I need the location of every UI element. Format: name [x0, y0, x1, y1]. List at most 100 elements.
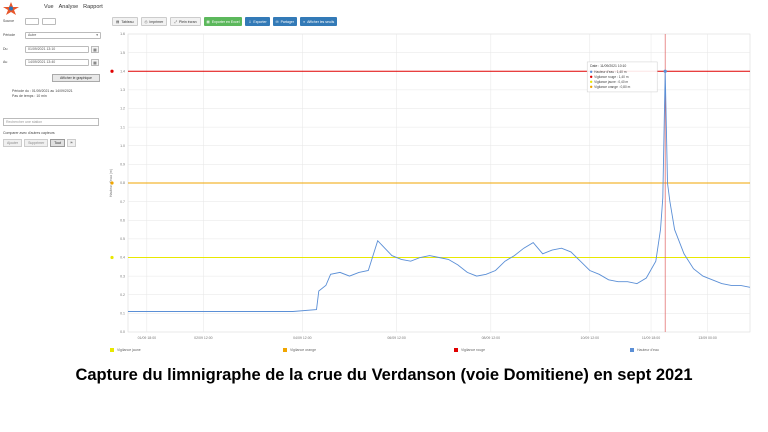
- remove-button[interactable]: Supprimer: [24, 139, 49, 147]
- toolbar: ▤ Tableau ⎙ Imprimer ⤢ Plein écran ▦ Exporter e…: [112, 17, 338, 26]
- y-tick-label: 0.3: [120, 274, 125, 278]
- y-tick-label: 1.1: [120, 125, 125, 129]
- y-tick-label: 1.5: [120, 51, 125, 55]
- toolbar-button-6[interactable]: ≡ Afficher les seuils: [300, 17, 338, 26]
- period-row: Période Autre ▾: [3, 31, 101, 39]
- nav-item-vue[interactable]: Vue: [44, 4, 54, 10]
- legend-label: Hauteur d'eau: [637, 348, 659, 352]
- legend-item[interactable]: Hauteur d'eau: [630, 348, 659, 352]
- legend-label: Vigilance orange: [290, 348, 317, 352]
- source-secondary-select[interactable]: [42, 17, 56, 25]
- y-tick-label: 0.1: [120, 312, 125, 316]
- tooltip-title: Date : 11/09/2021 10:10: [590, 64, 626, 68]
- bookmark-icon[interactable]: ⚑: [66, 139, 77, 147]
- toolbar-button-label: Partager: [280, 19, 295, 24]
- tooltip-line: Hauteur d'eau : 1,40 m: [594, 70, 627, 74]
- tooltip-line: Vigilance orange : 0,80 m: [594, 85, 630, 89]
- series-point[interactable]: [663, 69, 667, 73]
- toolbar-button-2[interactable]: ⤢ Plein écran: [170, 17, 201, 26]
- period-select[interactable]: Autre ▾: [25, 31, 101, 39]
- toolbar-button-4[interactable]: ⇩ Exporter: [245, 17, 270, 26]
- to-label: Au: [3, 60, 8, 64]
- period-info-line2: Pas de temps : 10 min: [12, 94, 47, 98]
- toolbar-button-label: Imprimer: [149, 19, 164, 24]
- toolbar-button-0[interactable]: ▤ Tableau: [112, 17, 138, 26]
- y-tick-label: 0.6: [120, 218, 125, 222]
- toolbar-button-3[interactable]: ▦ Exporter en Excel: [203, 17, 243, 26]
- x-tick-label: 02/09 12:00: [194, 336, 213, 340]
- excel-icon: ▦: [206, 19, 210, 24]
- x-tick-label: 13/09 00:00: [698, 336, 717, 340]
- threshold-marker: [110, 255, 114, 260]
- chart-legend: Vigilance jaune Vigilance orange Vigilance…: [110, 348, 760, 356]
- legend-item[interactable]: Vigilance orange: [283, 348, 316, 352]
- y-tick-label: 1.0: [120, 144, 125, 148]
- share-icon: ✉: [275, 19, 279, 24]
- x-tick-label: 04/09 12:00: [293, 336, 312, 340]
- x-tick-label: 08/09 12:00: [482, 336, 501, 340]
- to-row: Au 14/09/2021 13:40 ▦: [3, 58, 99, 66]
- tooltip-swatch: [589, 85, 593, 89]
- side-panel: Vue Analyse Rapport Source Période Autre…: [0, 0, 104, 160]
- nav-item-rapport[interactable]: Rapport: [83, 4, 103, 10]
- calendar-icon[interactable]: ▦: [91, 58, 99, 66]
- fullscreen-icon: ⤢: [174, 19, 178, 24]
- toolbar-button-label: Plein écran: [179, 19, 197, 24]
- y-tick-label: 0.0: [120, 330, 125, 334]
- threshold-icon: ≡: [303, 19, 306, 24]
- y-tick-label: 0.5: [120, 237, 125, 241]
- all-button[interactable]: Tout: [50, 139, 65, 147]
- y-tick-label: 0.4: [120, 256, 125, 260]
- source-row: Source: [3, 17, 56, 25]
- from-date-input[interactable]: 01/09/2021 13:10: [25, 45, 89, 53]
- toolbar-button-label: Afficher les seuils: [307, 19, 335, 24]
- legend-label: Vigilance rouge: [461, 348, 486, 352]
- side-buttons: Ajouter Supprimer Tout ⚑: [3, 139, 77, 147]
- legend-item[interactable]: Vigilance jaune: [110, 348, 141, 352]
- toolbar-button-label: Exporter en Excel: [211, 19, 240, 24]
- nav-item-analyse[interactable]: Analyse: [58, 4, 79, 10]
- y-tick-label: 1.6: [120, 32, 125, 36]
- tooltip-swatch: [589, 80, 593, 84]
- x-tick-label: 10/09 12:00: [581, 336, 600, 340]
- tooltip-line: Vigilance jaune : 0,40 m: [594, 80, 628, 84]
- from-row: Du 01/09/2021 13:10 ▦: [3, 45, 99, 53]
- y-tick-label: 1.2: [120, 107, 125, 111]
- y-tick-label: 0.2: [120, 293, 125, 297]
- legend-swatch: [454, 348, 458, 352]
- y-tick-label: 1.4: [120, 69, 125, 73]
- station-search-input[interactable]: Rechercher une station: [3, 118, 99, 126]
- toolbar-button-5[interactable]: ✉ Partager: [272, 17, 298, 26]
- toolbar-button-1[interactable]: ⎙ Imprimer: [140, 17, 168, 26]
- tooltip-line: Vigilance rouge : 1,40 m: [594, 75, 629, 79]
- compare-label: Comparer avec d'autres capteurs: [3, 131, 55, 135]
- legend-swatch: [110, 348, 114, 352]
- toolbar-button-label: Tableau: [121, 19, 134, 24]
- download-icon: ⇩: [248, 19, 252, 24]
- legend-item[interactable]: Vigilance rouge: [454, 348, 485, 352]
- tooltip-box: [586, 61, 658, 93]
- main-nav: Vue Analyse Rapport: [44, 4, 103, 10]
- y-tick-label: 0.9: [120, 163, 125, 167]
- figure-caption: Capture du limnigraphe de la crue du Ver…: [75, 366, 693, 384]
- series-line: [128, 71, 751, 312]
- period-select-value: Autre: [28, 33, 37, 37]
- y-tick-label: 0.7: [120, 200, 125, 204]
- to-date-input[interactable]: 14/09/2021 13:40: [25, 58, 89, 66]
- period-label: Période: [3, 33, 16, 37]
- from-label: Du: [3, 47, 8, 51]
- table-icon: ▤: [116, 19, 120, 24]
- apply-button[interactable]: Afficher le graphique: [52, 74, 100, 82]
- threshold-marker: [110, 181, 114, 185]
- period-info-line1: Période du : 01/09/2021 au 14/09/2021: [12, 89, 73, 93]
- add-button[interactable]: Ajouter: [3, 139, 23, 147]
- source-select[interactable]: [25, 17, 39, 25]
- toolbar-button-label: Exporter: [253, 19, 267, 24]
- legend-swatch: [630, 348, 634, 352]
- period-info: Période du : 01/09/2021 au 14/09/2021 Pa…: [12, 89, 73, 99]
- source-label: Source: [3, 19, 15, 23]
- calendar-icon[interactable]: ▦: [91, 45, 99, 53]
- y-tick-label: 0.8: [120, 181, 125, 185]
- threshold-marker: [110, 69, 114, 73]
- water-level-chart: 0.0 0.1 0.2 0.3 0.4 0.5 0.6 0.7 0.8 0.9 1.0 1.1 1.2 1…: [109, 32, 751, 340]
